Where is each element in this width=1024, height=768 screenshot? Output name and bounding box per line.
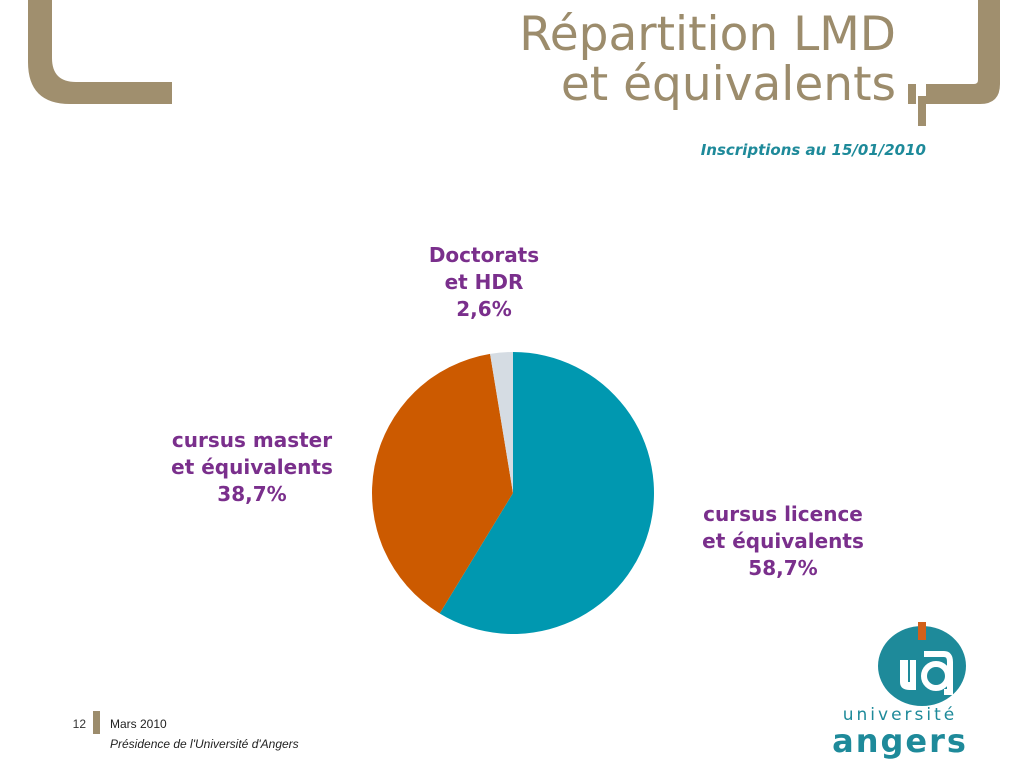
footer-organization: Présidence de l'Université d'Angers: [110, 737, 299, 751]
pie-slice-doctorats: [490, 352, 513, 493]
pie-slices: [371, 352, 654, 635]
slice-label-doctorats: Doctorats et HDR 2,6%: [404, 242, 564, 323]
slice-label-licence-line2: et équivalents: [702, 529, 864, 553]
pie-slice-licence: [439, 352, 654, 635]
slice-label-master-line1: cursus master: [171, 428, 333, 452]
page-title: Répartition LMD et équivalents: [519, 10, 896, 110]
slice-label-licence-pct: 58,7%: [748, 556, 818, 580]
slice-label-doctorats-pct: 2,6%: [456, 297, 512, 321]
logo-text-line1: université: [843, 705, 958, 725]
subtitle: Inscriptions au 15/01/2010: [700, 141, 926, 159]
corner-bracket-right-icon: [908, 0, 1000, 126]
slice-label-master-line2: et équivalents: [171, 455, 333, 479]
footer-date: Mars 2010: [110, 717, 167, 731]
university-logo: université angers: [832, 622, 968, 760]
pie-slice-master: [371, 353, 513, 614]
footer-divider: [93, 711, 100, 734]
title-line-2: et équivalents: [560, 57, 896, 112]
page-number: 12: [72, 717, 86, 731]
slice-label-master: cursus master et équivalents 38,7%: [152, 427, 352, 508]
slice-label-licence: cursus licence et équivalents 58,7%: [683, 501, 883, 582]
corner-bracket-left-icon: [28, 0, 172, 104]
title-line-1: Répartition LMD: [519, 7, 896, 62]
slice-label-licence-line1: cursus licence: [703, 502, 863, 526]
slice-label-doctorats-line2: et HDR: [444, 270, 524, 294]
slice-label-doctorats-line1: Doctorats: [428, 243, 540, 267]
ua-mark-icon: [878, 622, 966, 706]
logo-text-line2: angers: [832, 722, 968, 760]
slice-label-master-pct: 38,7%: [217, 482, 287, 506]
